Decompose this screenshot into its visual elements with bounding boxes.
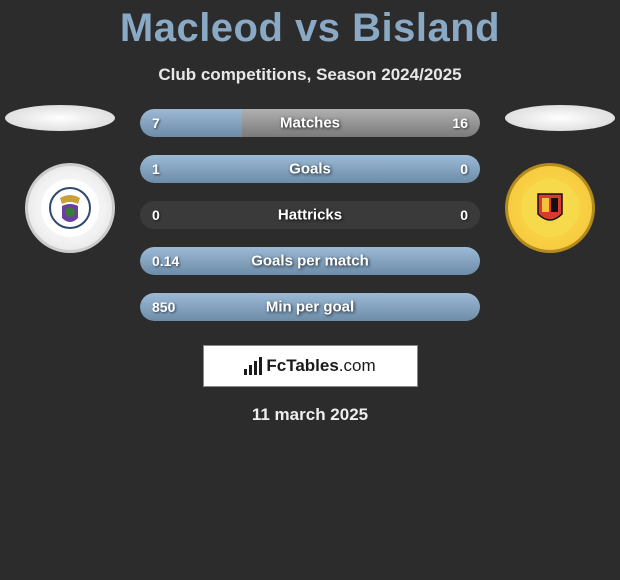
comparison-area: 7 16 Matches 1 0 Goals 0 0 Hattricks 0.14 Goals pe… xyxy=(0,109,620,321)
stat-bars: 7 16 Matches 1 0 Goals 0 0 Hattricks 0.14 Goals pe… xyxy=(140,109,480,321)
stat-row: 850 Min per goal xyxy=(140,293,480,321)
team-badge-left xyxy=(25,163,115,253)
stat-label: Goals per match xyxy=(251,253,369,270)
date-label: 11 march 2025 xyxy=(0,405,620,425)
stat-value-left: 850 xyxy=(152,299,175,315)
stat-label: Min per goal xyxy=(266,299,354,316)
bars-icon xyxy=(244,357,262,375)
brand-name: FcTables.com xyxy=(266,356,375,376)
shadow-ellipse-right xyxy=(505,105,615,131)
stat-label: Goals xyxy=(289,161,331,178)
stat-value-left: 0.14 xyxy=(152,253,179,269)
subtitle: Club competitions, Season 2024/2025 xyxy=(0,65,620,85)
page-title: Macleod vs Bisland xyxy=(0,0,620,51)
shadow-ellipse-left xyxy=(5,105,115,131)
crest-icon xyxy=(48,186,92,230)
stat-value-left: 1 xyxy=(152,161,160,177)
bar-right xyxy=(242,109,480,137)
stat-row: 0.14 Goals per match xyxy=(140,247,480,275)
stat-value-right: 0 xyxy=(460,161,468,177)
crest-icon xyxy=(528,186,572,230)
stat-row: 1 0 Goals xyxy=(140,155,480,183)
stat-value-right: 0 xyxy=(460,207,468,223)
stat-label: Hattricks xyxy=(278,207,342,224)
stat-value-left: 7 xyxy=(152,115,160,131)
stat-value-right: 16 xyxy=(452,115,468,131)
stat-value-left: 0 xyxy=(152,207,160,223)
stat-row: 7 16 Matches xyxy=(140,109,480,137)
team-badge-right xyxy=(505,163,595,253)
stat-label: Matches xyxy=(280,115,340,132)
stat-row: 0 0 Hattricks xyxy=(140,201,480,229)
brand-box[interactable]: FcTables.com xyxy=(203,345,418,387)
